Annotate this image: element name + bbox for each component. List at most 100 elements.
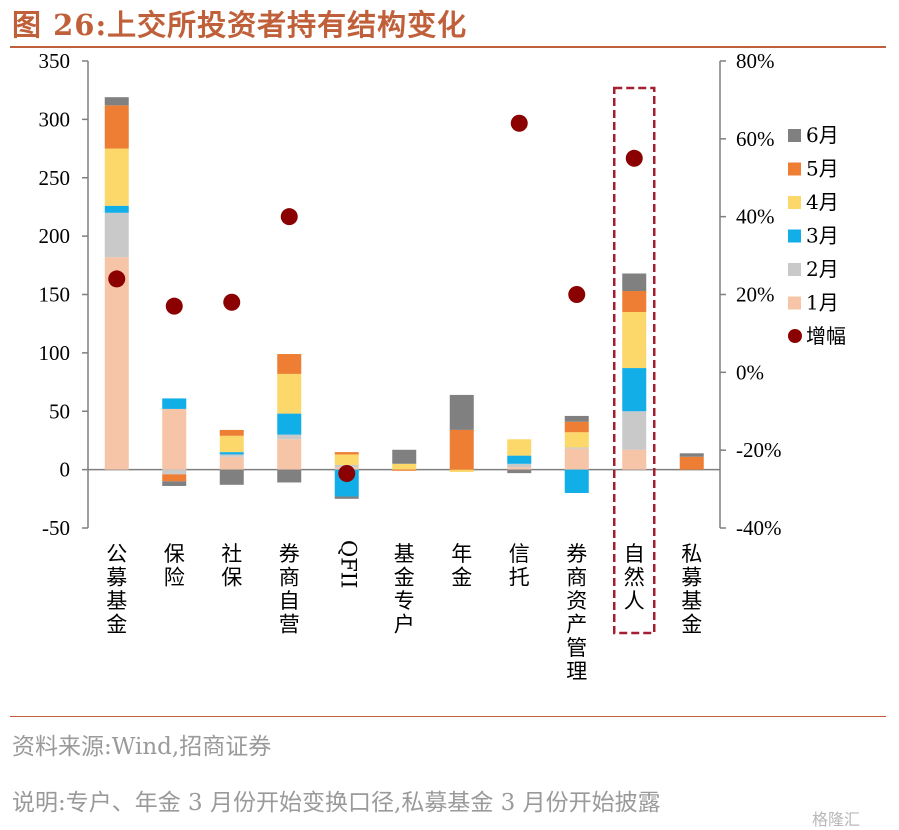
right-tick-label: 60% — [736, 127, 775, 151]
bar-segment — [622, 290, 647, 313]
legend-swatch — [788, 229, 801, 243]
bar-segment — [564, 447, 589, 449]
category-label: 基金专户 — [394, 542, 415, 637]
bar-segment — [162, 398, 187, 409]
bar-segment — [564, 415, 589, 422]
right-tick-label: -40% — [736, 516, 782, 540]
bar-segment — [564, 448, 589, 470]
category-label: 自然人 — [624, 542, 645, 613]
bar-segment — [622, 368, 647, 412]
bar-segment — [392, 449, 417, 464]
category-label: 年金 — [451, 542, 472, 590]
right-tick-label: -20% — [736, 438, 782, 462]
bar-segment — [277, 373, 302, 414]
bar-segment — [219, 435, 244, 453]
bar-segment — [334, 496, 359, 499]
bar-segment — [622, 312, 647, 369]
bar-segment — [392, 469, 417, 471]
bar-segment — [679, 456, 704, 470]
bar-segment — [449, 429, 474, 470]
bar-segment — [162, 408, 187, 470]
bar-segment — [392, 463, 417, 470]
bar-segment — [564, 469, 589, 493]
left-tick-label: 50 — [49, 399, 70, 423]
legend-label: 增幅 — [806, 324, 846, 348]
bar-segment — [219, 454, 244, 457]
category-label: 信托 — [509, 542, 530, 590]
left-tick-label: 100 — [39, 341, 71, 365]
growth-dot — [625, 149, 643, 167]
bar-segment — [162, 481, 187, 486]
bar-segment — [334, 454, 359, 465]
left-tick-label: 350 — [39, 49, 71, 73]
legend-swatch — [788, 296, 801, 310]
legend-swatch — [788, 129, 801, 142]
legend-swatch — [788, 263, 801, 276]
growth-dot — [108, 270, 126, 288]
left-tick-label: 300 — [39, 107, 71, 131]
bar-segment — [104, 148, 129, 206]
bar-segment — [564, 432, 589, 448]
right-tick-label: 80% — [736, 49, 775, 73]
bar-segment — [679, 453, 704, 457]
bar-segment — [507, 467, 532, 470]
left-tick-label: 200 — [39, 224, 71, 248]
bar-segment — [219, 452, 244, 455]
labels-layer: -50 0 50 100 150 200 250 300 350 -40% -20% 0% 20% 40%… — [39, 49, 782, 684]
legend-label: 5月 — [806, 157, 839, 181]
category-label: 社保 — [221, 542, 242, 590]
growth-dots-layer — [108, 114, 643, 483]
left-tick-label: -50 — [42, 516, 70, 540]
bar-segment — [162, 469, 187, 475]
growth-dot — [568, 286, 586, 303]
footer-divider — [10, 716, 886, 717]
bar-segment — [507, 439, 532, 456]
bar-segment — [564, 421, 589, 433]
explanation-note: 说明:专户、年金 3 月份开始变换口径,私募基金 3 月份开始披露 — [12, 790, 661, 816]
bar-segment — [622, 449, 647, 470]
bar-segment — [104, 257, 129, 470]
investor-holdings-chart: -50 0 50 100 150 200 250 300 350 -40% -20% 0% 20% 40%… — [39, 49, 847, 684]
watermark-logo: 格隆汇 — [812, 810, 861, 829]
bar-segment — [219, 429, 244, 436]
bar-segment — [334, 452, 359, 455]
source-note: 资料来源:Wind,招商证券 — [12, 734, 272, 760]
bar-segment — [104, 205, 129, 213]
legend-label: 1月 — [806, 291, 839, 315]
left-tick-label: 150 — [39, 283, 71, 307]
category-label: 私募基金 — [681, 542, 702, 637]
right-tick-label: 40% — [736, 205, 775, 229]
growth-dot — [338, 465, 356, 483]
bars-layer — [104, 97, 704, 499]
left-tick-label: 0 — [60, 458, 71, 482]
growth-dot — [165, 297, 183, 315]
right-tick-label: 20% — [736, 283, 775, 307]
category-label: 公募基金 — [106, 542, 127, 637]
legend-swatch — [788, 329, 802, 343]
highlight-box — [613, 86, 656, 635]
category-label: 保险 — [164, 542, 185, 590]
bar-segment — [277, 413, 302, 435]
title-divider — [10, 46, 886, 48]
growth-dot — [280, 208, 298, 226]
legend-label: 4月 — [806, 190, 839, 214]
bar-segment — [507, 463, 532, 468]
bar-segment — [622, 273, 647, 291]
bar-segment — [104, 105, 129, 149]
bar-segment — [449, 394, 474, 430]
growth-dot — [510, 114, 528, 132]
category-label: QFII — [336, 540, 360, 588]
legend-swatch — [788, 162, 801, 176]
growth-dot — [223, 293, 241, 311]
category-label: 券商资产管理 — [566, 542, 587, 684]
bar-segment — [104, 97, 129, 106]
bar-segment — [277, 434, 302, 440]
bar-segment — [219, 456, 244, 470]
legend-label: 6月 — [806, 123, 839, 147]
left-tick-label: 250 — [39, 166, 71, 190]
bar-segment — [104, 212, 129, 258]
bar-segment — [507, 469, 532, 474]
right-tick-label: 0% — [736, 360, 764, 384]
chart-title: 图 26:上交所投资者持有结构变化 — [12, 8, 468, 42]
